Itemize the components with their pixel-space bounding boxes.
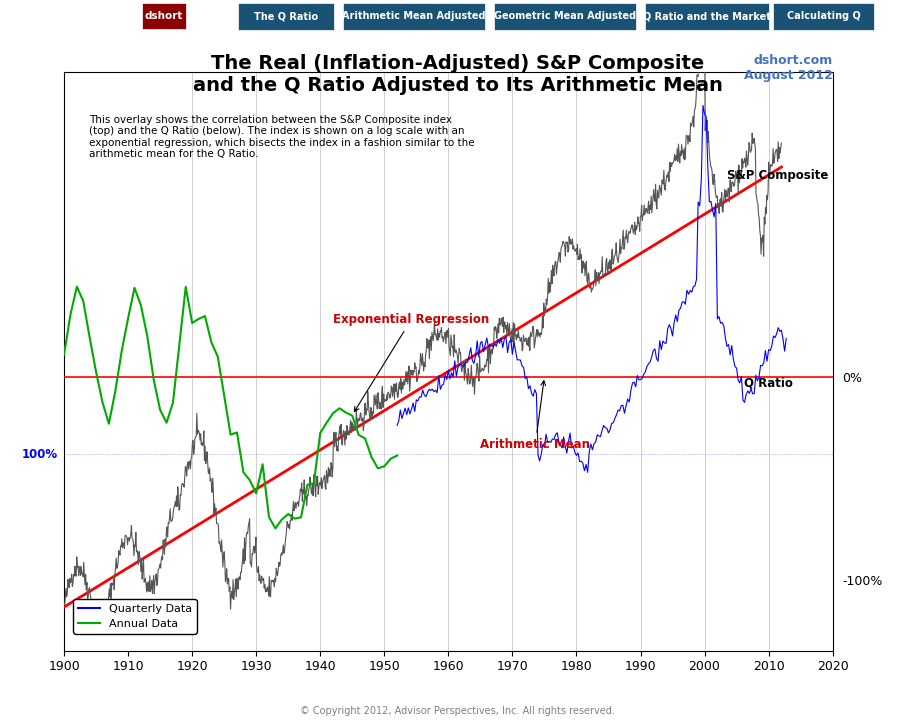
FancyBboxPatch shape [645,3,769,30]
Text: © Copyright 2012, Advisor Perspectives, Inc. All rights reserved.: © Copyright 2012, Advisor Perspectives, … [300,706,615,716]
FancyBboxPatch shape [238,3,334,30]
Text: Q Ratio and the Market: Q Ratio and the Market [643,12,770,21]
Legend: Quarterly Data, Annual Data: Quarterly Data, Annual Data [73,599,197,633]
FancyBboxPatch shape [142,3,186,29]
Text: Q Ratio: Q Ratio [744,377,793,390]
FancyBboxPatch shape [773,3,874,30]
FancyBboxPatch shape [494,3,636,30]
Text: Geometric Mean Adjusted: Geometric Mean Adjusted [494,12,636,21]
FancyBboxPatch shape [343,3,485,30]
Text: Arithmetic Mean: Arithmetic Mean [480,381,590,450]
Text: dshort.com
August 2012: dshort.com August 2012 [744,54,833,82]
Text: This overlay shows the correlation between the S&P Composite index
(top) and the: This overlay shows the correlation betwe… [90,114,475,159]
Text: 100%: 100% [22,448,58,461]
Text: Exponential Regression: Exponential Regression [333,313,490,411]
Text: dshort: dshort [145,12,183,21]
Text: Arithmetic Mean Adjusted: Arithmetic Mean Adjusted [342,12,486,21]
Text: The Q Ratio: The Q Ratio [253,12,318,21]
Text: S&P Composite: S&P Composite [727,169,828,181]
Text: Calculating Q: Calculating Q [787,12,860,21]
Text: Advisor Perspectives: Advisor Perspectives [18,12,142,21]
Text: The Real (Inflation-Adjusted) S&P Composite
and the Q Ratio Adjusted to Its Arit: The Real (Inflation-Adjusted) S&P Compos… [192,54,723,95]
